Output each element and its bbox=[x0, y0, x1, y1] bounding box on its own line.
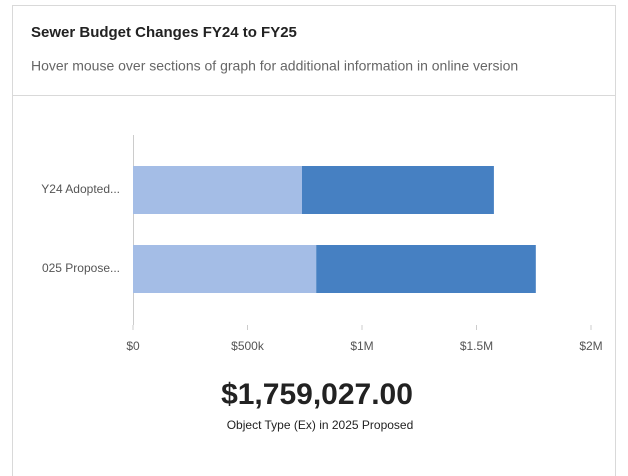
y-tick-label: Y24 Adopted... bbox=[41, 182, 120, 196]
card bbox=[12, 5, 616, 476]
y-tick-label: 025 Propose... bbox=[42, 261, 120, 275]
x-tick-label: $1.5M bbox=[460, 339, 493, 353]
bar-segment bbox=[133, 166, 303, 214]
x-tick-label: $0 bbox=[126, 339, 140, 353]
highlight-caption: Object Type (Ex) in 2025 Proposed bbox=[227, 418, 414, 432]
x-tick-label: $2M bbox=[579, 339, 602, 353]
bar-segment bbox=[302, 166, 494, 214]
chart-subtitle: Hover mouse over sections of graph for a… bbox=[31, 58, 518, 74]
chart-title: Sewer Budget Changes FY24 to FY25 bbox=[31, 24, 297, 41]
bar-segment bbox=[316, 245, 536, 293]
highlight-value: $1,759,027.00 bbox=[221, 378, 413, 411]
x-tick-label: $1M bbox=[350, 339, 373, 353]
bar-segment bbox=[133, 245, 317, 293]
x-tick-label: $500k bbox=[231, 339, 265, 353]
